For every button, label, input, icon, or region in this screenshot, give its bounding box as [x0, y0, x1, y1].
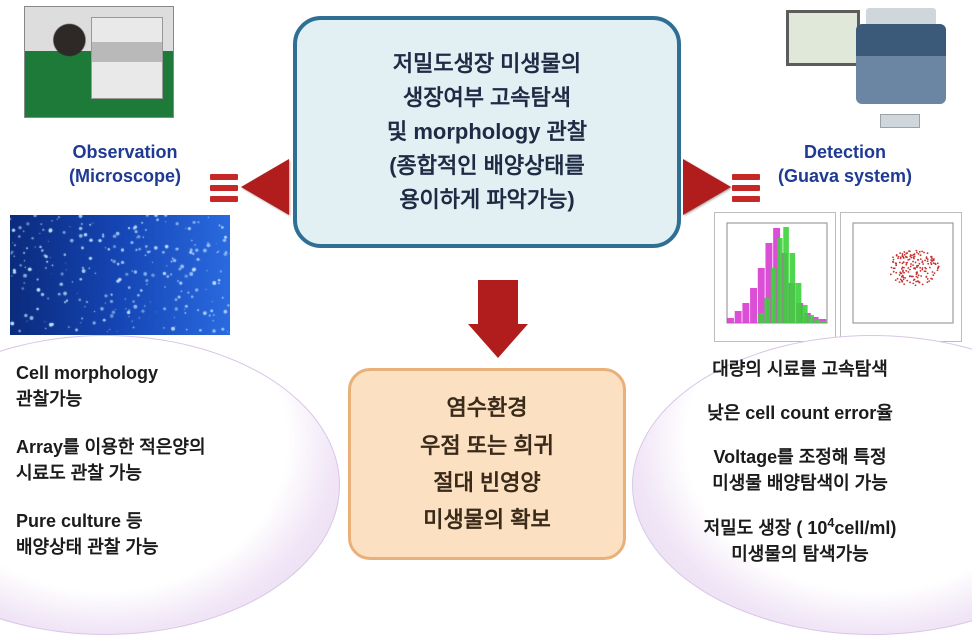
list-item: Voltage를 조정해 특정 미생물 배양탐색이 가능	[640, 444, 960, 496]
list-item: 저밀도 생장 ( 104cell/ml) 미생물의 탐색가능	[640, 514, 960, 567]
arrow-down	[468, 280, 528, 358]
list-item: Array를 이용한 적은양의 시료도 관찰 가능	[16, 434, 316, 486]
list-item: 낮은 cell count error율	[640, 400, 960, 426]
guava-capabilities-list: 대량의 시료를 고속탐색 낮은 cell count error율 Voltag…	[640, 356, 960, 586]
observation-label-line1: Observation	[50, 140, 200, 164]
observation-label: Observation (Microscope)	[50, 140, 200, 189]
guava-instrument-photo	[780, 4, 950, 124]
center-bottom-text: 염수환경 우점 또는 희귀 절대 빈영양 미생물의 확보	[420, 389, 554, 539]
center-top-summary-box: 저밀도생장 미생물의 생장여부 고속탐색 및 morphology 관찰 (종합…	[293, 16, 681, 248]
detection-label: Detection (Guava system)	[752, 140, 938, 189]
microscope-photo	[24, 6, 174, 118]
arrow-from-left	[241, 159, 289, 215]
scatter-plot	[840, 212, 962, 342]
left-connector-bars	[210, 174, 238, 202]
center-bottom-outcome-box: 염수환경 우점 또는 희귀 절대 빈영양 미생물의 확보	[348, 368, 626, 560]
list-item: Pure culture 등 배양상태 관찰 가능	[16, 508, 316, 560]
detection-label-line1: Detection	[752, 140, 938, 164]
microscope-capabilities-list: Cell morphology 관찰가능 Array를 이용한 적은양의 시료도…	[16, 360, 316, 583]
flow-cytometry-plots	[714, 212, 962, 342]
center-top-text: 저밀도생장 미생물의 생장여부 고속탐색 및 morphology 관찰 (종합…	[387, 47, 587, 217]
list-item: Cell morphology 관찰가능	[16, 360, 316, 412]
cells-microscopy-image	[10, 215, 230, 335]
observation-label-line2: (Microscope)	[50, 164, 200, 188]
arrow-from-right	[683, 159, 731, 215]
detection-label-line2: (Guava system)	[752, 164, 938, 188]
right-connector-bars	[732, 174, 760, 202]
histogram-plot	[714, 212, 836, 342]
list-item: 대량의 시료를 고속탐색	[640, 356, 960, 382]
